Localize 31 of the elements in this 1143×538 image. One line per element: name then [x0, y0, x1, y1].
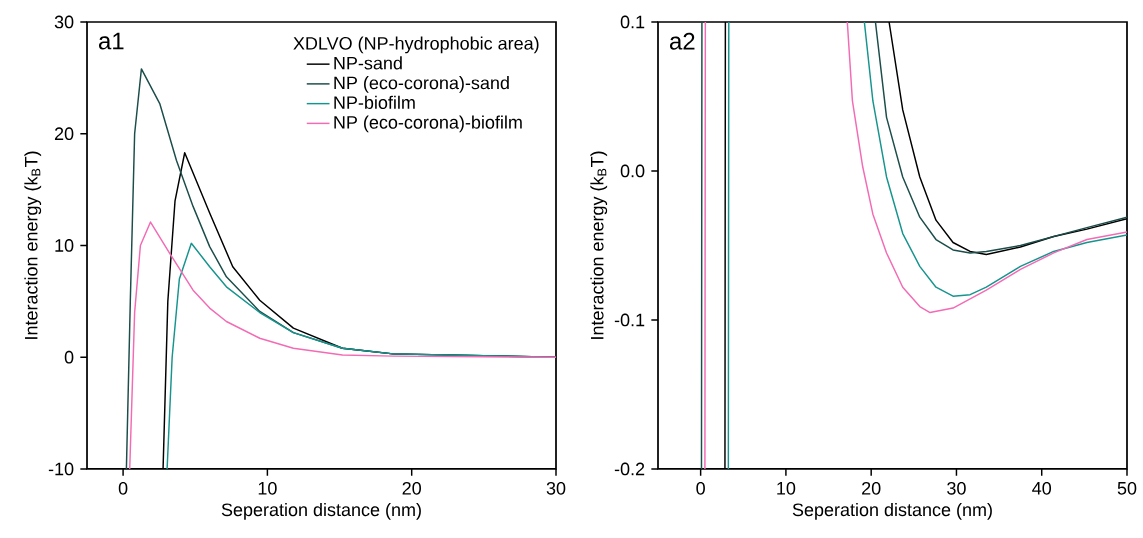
x-axis-title: Seperation distance (nm): [792, 502, 992, 520]
y-tick-label: -10: [48, 462, 74, 476]
line-series: [128, 221, 556, 469]
x-tick-label: 0: [118, 481, 128, 495]
y-tick-label: -0.1: [614, 313, 645, 327]
y-tick-label: 20: [54, 127, 74, 141]
x-tick-label: 30: [947, 481, 966, 495]
annotation: a1: [98, 32, 124, 50]
y-axis-title: Interaction energy (k$_{B}$T): [590, 151, 608, 339]
x-tick-label: 10: [777, 481, 796, 495]
y-axis-title: Interaction energy (k$_{B}$T): [24, 151, 42, 339]
x-tick-label: 10: [258, 481, 277, 495]
x-tick-label: 0: [696, 481, 705, 495]
legend-label: NP (eco-corona)-biofilm: [334, 115, 522, 133]
legend-label: NP-sand: [334, 56, 402, 70]
legend-label: NP (eco-corona)-sand: [334, 76, 509, 93]
x-tick-label: 30: [546, 481, 566, 495]
x-tick-label: 20: [862, 481, 881, 495]
x-tick-label: 50: [1117, 481, 1137, 495]
x-tick-label: 40: [1032, 481, 1052, 495]
annotation: a2: [669, 32, 695, 50]
legend-label: NP-biofilm: [334, 95, 415, 109]
legend-title: XDLVO (NP-hydrophobic area): [293, 36, 539, 54]
x-axis-title: Seperation distance (nm): [221, 502, 421, 520]
y-tick-label: 10: [55, 239, 74, 252]
y-tick-label: 0.0: [620, 164, 645, 178]
x-tick-label: 20: [402, 481, 421, 495]
y-tick-label: 0: [64, 350, 74, 364]
y-tick-label: 0.1: [620, 15, 645, 29]
y-tick-label: 30: [54, 15, 74, 29]
y-tick-label: -0.2: [614, 462, 645, 476]
